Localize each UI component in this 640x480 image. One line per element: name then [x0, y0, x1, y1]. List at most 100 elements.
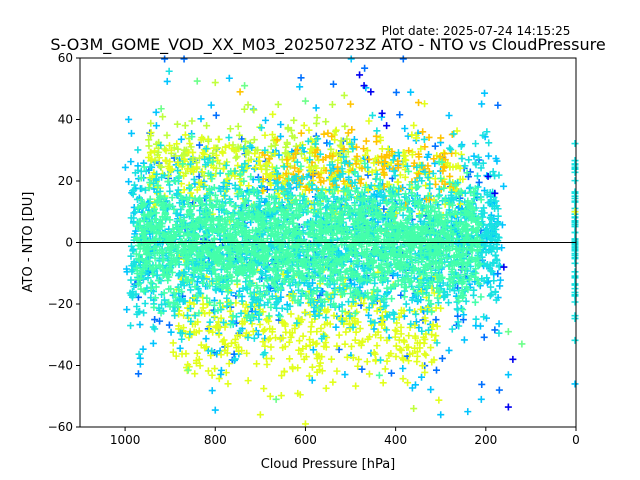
data-point: [317, 324, 325, 332]
data-point: [487, 283, 495, 291]
data-point: [332, 126, 340, 134]
data-point: [347, 342, 355, 350]
data-point: [333, 367, 341, 375]
data-point: [188, 117, 196, 125]
data-point: [397, 291, 405, 299]
data-point: [147, 119, 155, 127]
data-point: [432, 332, 440, 340]
data-point: [222, 161, 230, 169]
data-point: [254, 331, 262, 339]
data-point: [284, 125, 292, 133]
data-point: [218, 148, 226, 156]
data-point: [358, 164, 366, 172]
data-point: [261, 146, 269, 154]
data-point: [494, 212, 502, 220]
data-point: [209, 328, 217, 336]
data-point: [305, 126, 313, 134]
data-point: [397, 330, 405, 338]
data-point: [193, 349, 201, 357]
data-point: [495, 329, 503, 337]
data-point: [438, 354, 446, 362]
data-point: [333, 342, 341, 350]
data-point: [348, 140, 356, 148]
data-point: [318, 353, 326, 361]
data-point: [269, 110, 277, 118]
data-point: [339, 170, 347, 178]
data-point: [394, 157, 402, 165]
data-point: [412, 334, 420, 342]
data-point: [464, 173, 472, 181]
data-point: [190, 168, 198, 176]
data-point: [141, 288, 149, 296]
data-point: [421, 368, 429, 376]
data-point: [280, 367, 288, 375]
data-point: [127, 252, 135, 260]
data-point: [396, 346, 404, 354]
data-point: [261, 131, 269, 139]
data-point: [155, 161, 163, 169]
data-point: [181, 122, 189, 130]
data-point: [123, 306, 131, 314]
data-point: [287, 126, 295, 134]
data-point: [479, 131, 487, 139]
data-point: [420, 135, 428, 143]
data-point: [208, 347, 216, 355]
data-point: [232, 154, 240, 162]
data-point: [432, 273, 440, 281]
data-point: [297, 129, 305, 137]
data-point: [151, 316, 159, 324]
data-point: [300, 193, 308, 201]
data-point: [214, 156, 222, 164]
data-point: [210, 144, 218, 152]
data-point: [420, 339, 428, 347]
data-point: [294, 146, 302, 154]
data-point: [235, 131, 243, 139]
data-point: [295, 168, 303, 176]
data-point: [345, 168, 353, 176]
data-point: [267, 355, 275, 363]
data-point: [294, 389, 302, 397]
data-point: [271, 150, 279, 158]
data-point: [238, 320, 246, 328]
plot-date-label: Plot date: 2025-07-24 14:15:25: [382, 24, 571, 38]
data-point: [422, 330, 430, 338]
data-point: [411, 321, 419, 329]
data-point: [430, 289, 438, 297]
data-point: [251, 150, 259, 158]
data-point: [295, 315, 303, 323]
data-point: [411, 381, 419, 389]
chart-title: S-O3M_GOME_VOD_XX_M03_20250723Z ATO - NT…: [50, 35, 605, 55]
data-point: [161, 55, 169, 63]
data-point: [347, 280, 355, 288]
data-point: [415, 153, 423, 161]
data-point: [394, 178, 402, 186]
data-point: [145, 136, 153, 144]
data-point: [274, 100, 282, 108]
data-point: [408, 296, 416, 304]
data-point: [268, 131, 276, 139]
data-point: [415, 324, 423, 332]
data-point: [172, 209, 180, 217]
data-point: [330, 312, 338, 320]
data-point: [375, 182, 383, 190]
data-point: [272, 334, 280, 342]
data-point: [262, 160, 270, 168]
data-point: [361, 64, 369, 72]
data-point: [378, 152, 386, 160]
data-point: [475, 178, 483, 186]
data-point: [155, 154, 163, 162]
data-point: [251, 308, 259, 316]
data-point: [447, 146, 455, 154]
data-point: [378, 320, 386, 328]
data-point: [136, 321, 144, 329]
data-point: [387, 369, 395, 377]
data-point: [379, 165, 387, 173]
data-point: [201, 181, 209, 189]
data-point: [394, 164, 402, 172]
data-point: [346, 312, 354, 320]
data-point: [287, 310, 295, 318]
data-point: [296, 83, 304, 91]
data-point: [186, 299, 194, 307]
data-point: [403, 344, 411, 352]
